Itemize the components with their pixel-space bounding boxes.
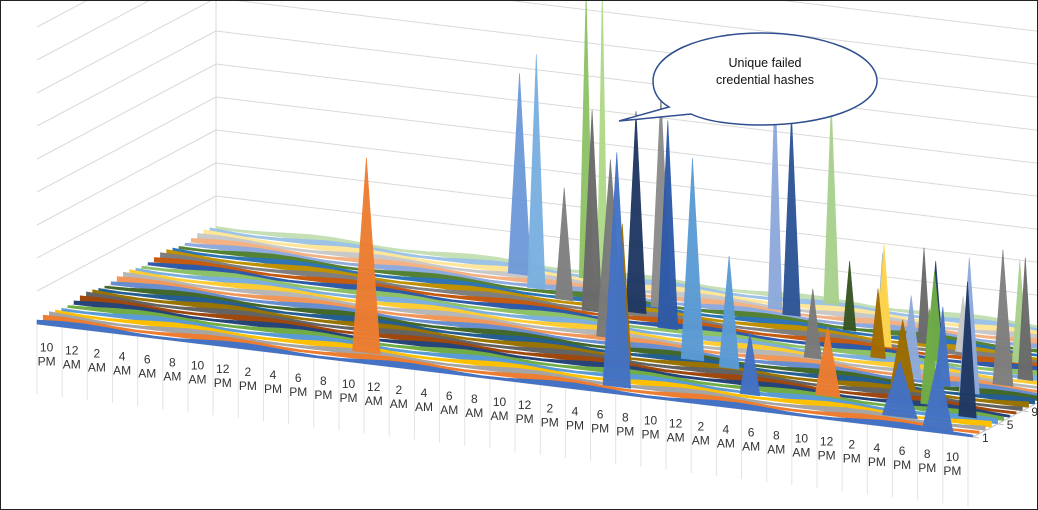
series-spike [922, 360, 954, 432]
series-spike [958, 281, 977, 419]
x-tick-label: 12 PM [818, 435, 836, 463]
x-tick-label: 12 AM [667, 417, 685, 445]
x-tick-label: 6 AM [742, 426, 760, 454]
gridline-back [215, 129, 1037, 230]
series-spike [507, 73, 532, 277]
gridline-back [510, 1, 1037, 65]
series-spike [870, 288, 886, 360]
x-tick-label: 10 AM [792, 432, 810, 460]
x-tick-label: 10 AM [189, 359, 207, 387]
gridline-back [236, 1, 1037, 98]
x-tick-label: 4 PM [264, 368, 282, 396]
x-tick-label: 2 PM [843, 438, 861, 466]
depth-axis-line [972, 402, 1037, 438]
gridline-back [215, 63, 1037, 164]
x-tick-label: 10 PM [38, 341, 56, 369]
series-spike [657, 120, 679, 331]
series-band [36, 319, 974, 438]
x-tick-label: 6 PM [893, 444, 911, 472]
gridline-back [215, 96, 1037, 197]
depth-tick-label: 1 [982, 431, 989, 445]
series-spike [881, 359, 918, 420]
x-tick-label: 6 PM [591, 407, 609, 435]
x-tick-label: 2 PM [239, 365, 257, 393]
x-tick-label: 12 PM [214, 362, 232, 390]
series-spike [739, 331, 761, 397]
x-tick-label: 8 AM [465, 392, 483, 420]
x-tick-label: 10 PM [642, 413, 660, 441]
series-spike [527, 54, 546, 290]
x-tick-label: 2 PM [541, 401, 559, 429]
depth-tick [972, 436, 980, 439]
x-tick-label: 2 AM [692, 420, 710, 448]
x-tick-label: 4 PM [566, 404, 584, 432]
x-tick-label: 10 AM [491, 395, 509, 423]
gridline-back [783, 1, 1037, 32]
x-tick-label: 6 PM [289, 371, 307, 399]
x-tick-label: 4 AM [113, 350, 131, 378]
x-tick-label: 4 AM [717, 423, 735, 451]
callout-text: Unique failed [729, 56, 802, 70]
series-spike [581, 109, 603, 313]
depth-tick [997, 423, 1004, 426]
series-spike [1017, 257, 1034, 381]
x-tick-label: 8 AM [767, 429, 785, 457]
gridline-back [215, 162, 1037, 263]
x-tick-label: 6 AM [440, 389, 458, 417]
x-tick-label: 4 PM [868, 441, 886, 469]
series-spike [917, 247, 931, 345]
x-tick-label: 10 PM [943, 450, 961, 478]
gridline-side [36, 195, 217, 292]
x-tick-label: 8 PM [918, 447, 936, 475]
depth-tick-label: 5 [1007, 418, 1014, 432]
series-spike [842, 260, 857, 332]
gridline-side [36, 1, 212, 94]
gridline-side [36, 96, 217, 193]
x-tick-label: 6 AM [138, 353, 156, 381]
gridline-back [215, 195, 1037, 296]
x-tick-label: 12 PM [516, 398, 534, 426]
series-spike [680, 158, 705, 362]
series-spike [625, 111, 647, 315]
series-spike [352, 157, 381, 355]
series-spike [555, 187, 574, 302]
gridline-side [36, 1, 88, 28]
x-tick-label: 2 AM [88, 347, 106, 375]
x-tick-label: 8 PM [616, 410, 634, 438]
series-spike [823, 102, 840, 306]
x-tick-label: 8 AM [163, 356, 181, 384]
x-tick-label: 12 AM [365, 380, 383, 408]
gridline-side [36, 63, 217, 160]
series-spike [803, 288, 822, 360]
gridline-side [36, 30, 217, 127]
x-tick-label: 8 PM [314, 374, 332, 402]
series-spike [814, 326, 841, 398]
gridline-side [36, 1, 150, 61]
x-tick-label: 4 AM [415, 386, 433, 414]
callout-bubble [618, 32, 878, 126]
series-spike [782, 113, 801, 317]
gridline-side [36, 162, 217, 259]
x-tick-label: 2 AM [390, 383, 408, 411]
series-spike [718, 255, 740, 370]
x-tick-label: 12 AM [63, 344, 81, 372]
gridline-side [36, 129, 217, 226]
x-tick-label: 10 PM [340, 377, 358, 405]
depth-tick-label: 9 [1031, 405, 1037, 419]
series-spike [992, 249, 1014, 387]
depth-tick [1022, 410, 1029, 413]
callout-text: credential hashes [716, 73, 814, 87]
series-spike [602, 152, 632, 389]
series-spike [767, 81, 783, 311]
